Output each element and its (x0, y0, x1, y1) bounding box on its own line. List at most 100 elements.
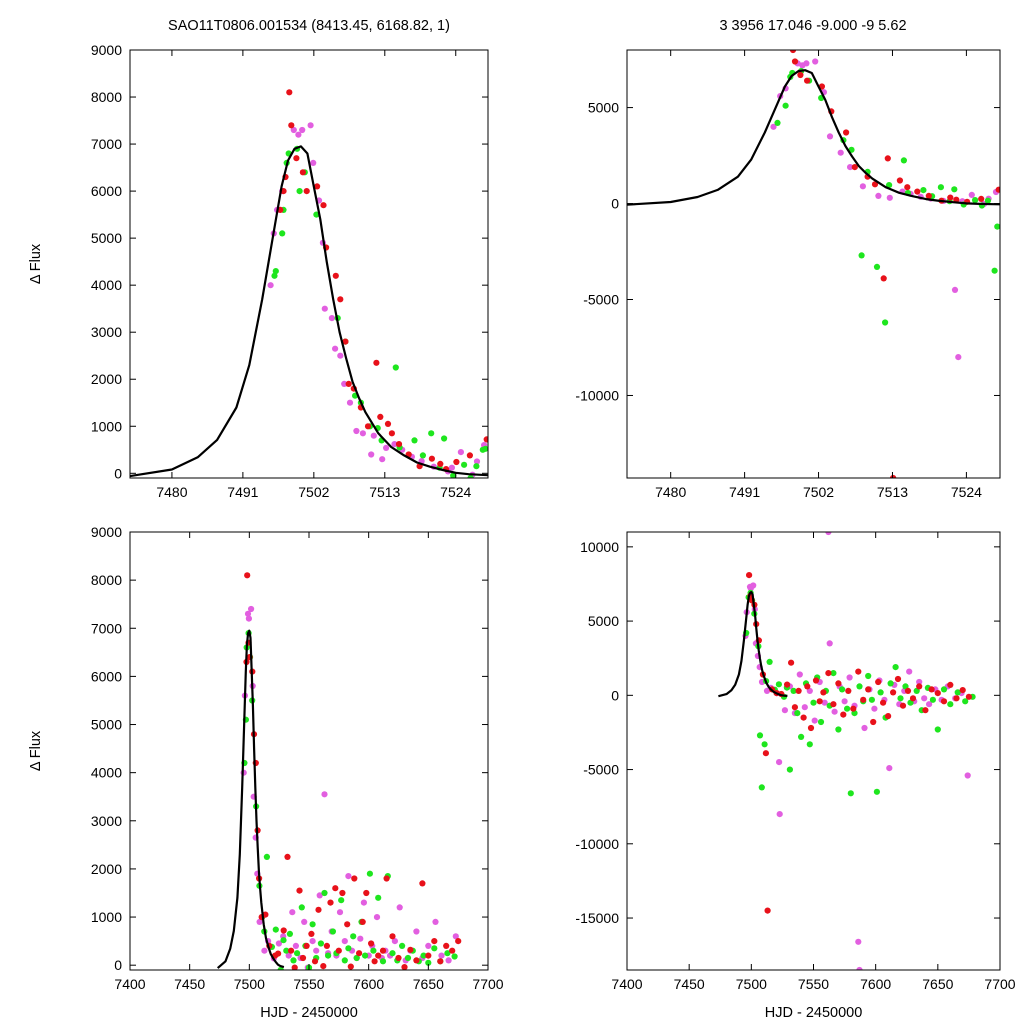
y-tick-label: 3000 (91, 324, 122, 340)
data-point-green (431, 945, 438, 952)
data-point-green (962, 698, 969, 705)
data-point-red (914, 188, 921, 195)
data-point-red (280, 927, 287, 934)
plot-frame (129, 49, 489, 479)
data-point-violet (770, 123, 777, 130)
data-point-red (431, 938, 438, 945)
data-point-green (756, 732, 764, 739)
data-point-violet (313, 947, 320, 954)
y-tick-label: 0 (611, 687, 619, 703)
data-point-violet (875, 192, 882, 199)
data-point-green (806, 741, 813, 748)
data-point-green (810, 699, 817, 706)
data-point-red (835, 680, 842, 687)
data-point-red (345, 380, 352, 387)
data-point-red (947, 681, 954, 689)
y-tick-label: 10000 (580, 539, 619, 555)
data-point-red (851, 164, 858, 171)
data-point-violet (886, 194, 893, 201)
data-point-green (856, 683, 863, 690)
header-left-text: SAO11T0806.001534 (8413.45, 6168.82, 1) (168, 18, 450, 34)
data-point-red (413, 957, 420, 964)
data-point-red (953, 196, 960, 203)
data-point-green (994, 223, 1000, 230)
data-point-green (920, 187, 927, 194)
data-point-violet (906, 668, 913, 675)
data-point-green (404, 954, 412, 962)
data-point-red (377, 413, 384, 420)
data-point-red (320, 963, 327, 970)
x-tick-label: 7480 (655, 484, 686, 500)
data-point-violet (826, 133, 834, 140)
data-point-red (379, 947, 387, 954)
data-point-green (873, 788, 881, 795)
data-point-green (937, 184, 945, 191)
data-point-green (280, 937, 287, 944)
data-point-violet (341, 380, 348, 387)
data-point-green (947, 701, 954, 708)
data-point-violet (316, 892, 323, 899)
x-tick-label: 7513 (877, 484, 908, 500)
y-tick-label: 5000 (91, 230, 122, 246)
data-point-green (271, 272, 278, 279)
data-point-red (311, 958, 319, 965)
data-point-red (286, 89, 293, 96)
y-axis-label: Δ Flux (28, 730, 44, 771)
data-point-violet (309, 938, 316, 945)
data-point-green (441, 435, 448, 442)
data-point-violet (861, 724, 868, 732)
data-point-violet (360, 899, 367, 906)
data-point-red (383, 875, 390, 882)
x-tick-label: 7600 (860, 976, 891, 992)
header-right-text: 3 3956 17.046 -9.000 -9 5.62 (719, 18, 906, 34)
data-point-violet (285, 952, 292, 959)
data-point-violet (452, 933, 459, 940)
data-point-violet (245, 615, 252, 622)
data-point-green (786, 766, 794, 773)
model-fit-line (216, 629, 285, 969)
data-point-green (309, 921, 316, 928)
data-point-red (812, 677, 820, 684)
data-point-red (925, 192, 932, 199)
data-point-violet (438, 952, 445, 959)
x-tick-label: 7491 (227, 484, 258, 500)
data-point-violet (295, 131, 302, 138)
data-point-green (298, 904, 305, 911)
data-point-red (344, 921, 351, 928)
data-point-green (350, 933, 357, 940)
data-point-green (451, 953, 458, 960)
y-tick-label: 4000 (91, 765, 122, 781)
x-tick-label: 7600 (353, 976, 384, 992)
data-point-green (392, 364, 399, 371)
data-point-green (839, 686, 846, 693)
data-point-red (303, 188, 310, 195)
data-point-green (877, 689, 884, 696)
data-point-green (929, 696, 937, 703)
data-point-violet (301, 918, 308, 926)
x-tick-label: 7500 (234, 976, 265, 992)
y-tick-label: 5000 (91, 717, 122, 733)
data-point-green (868, 696, 876, 703)
y-tick-label: 6000 (91, 183, 122, 199)
data-point-green (790, 687, 797, 695)
data-point-violet (425, 942, 432, 950)
data-point-red (425, 952, 432, 959)
x-tick-label: 7513 (369, 484, 400, 500)
data-point-green (325, 952, 332, 959)
y-tick-label: -10000 (575, 836, 619, 852)
data-point-violet (473, 458, 481, 465)
data-point-red (332, 272, 339, 279)
data-point-red (407, 946, 414, 953)
data-point-violet (359, 430, 366, 437)
data-point-red (356, 950, 363, 957)
y-tick-label: 6000 (91, 668, 122, 684)
y-tick-label: 5000 (588, 100, 619, 116)
data-point-green (886, 182, 893, 189)
data-point-red (371, 958, 378, 965)
x-axis-label: HJD - 2450000 (765, 1005, 863, 1021)
data-point-red (995, 186, 1000, 193)
data-point-violet (796, 671, 803, 678)
data-point-red (885, 713, 892, 720)
data-point-red (351, 875, 358, 882)
data-point-green (473, 463, 480, 470)
